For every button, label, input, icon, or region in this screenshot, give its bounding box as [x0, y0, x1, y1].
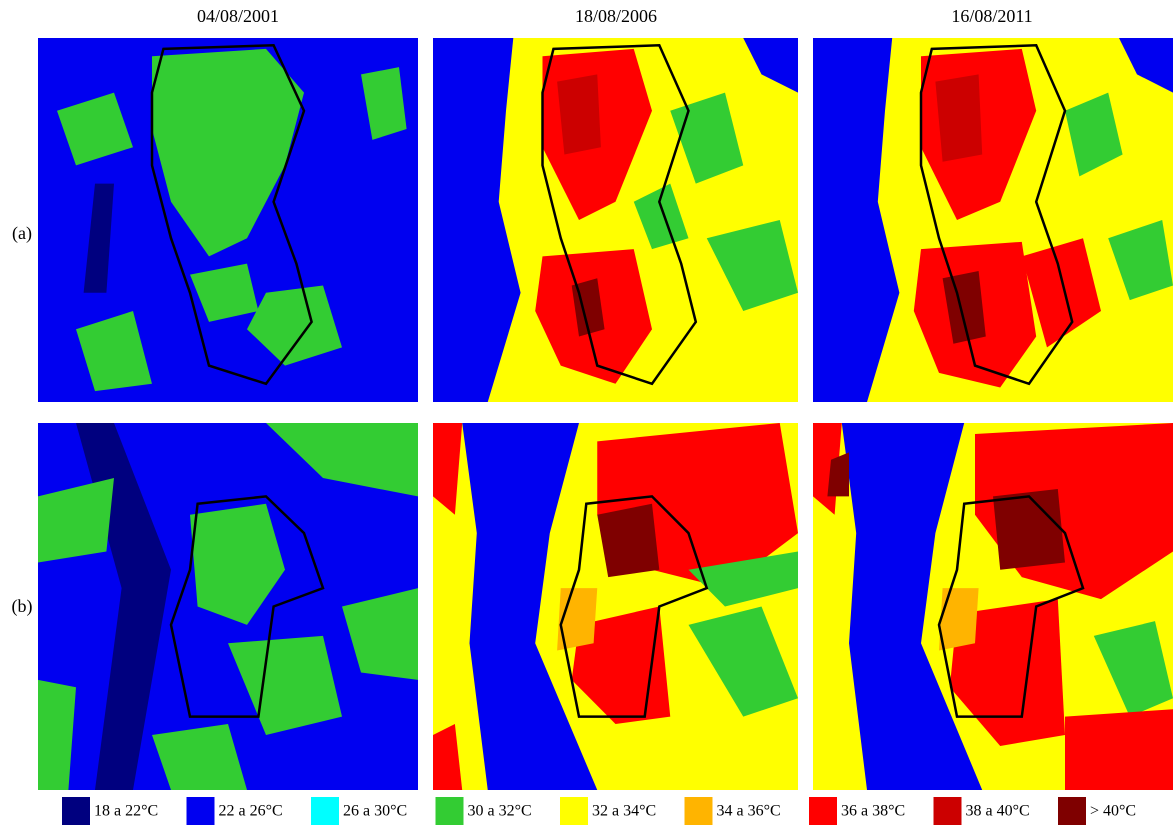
row-label: (b)	[12, 596, 33, 617]
column-title: 16/08/2011	[951, 6, 1032, 26]
legend-label: > 40°C	[1090, 803, 1136, 820]
legend-label: 34 a 36°C	[717, 803, 781, 820]
temperature-zone	[939, 588, 979, 650]
figure: 04/08/2001 18/08/2006 16/08/2011 (a) (b)…	[0, 0, 1173, 830]
legend-label: 30 a 32°C	[468, 803, 532, 820]
map-panel	[433, 38, 798, 402]
legend-label: 36 a 38°C	[841, 803, 905, 820]
legend-swatch	[809, 797, 837, 825]
legend-swatch	[934, 797, 962, 825]
legend-label: 18 a 22°C	[94, 803, 158, 820]
legend-swatch	[436, 797, 464, 825]
map-panel	[38, 38, 418, 402]
temperature-zone	[993, 489, 1065, 570]
legend-swatch	[560, 797, 588, 825]
legend-swatch	[62, 797, 90, 825]
legend-swatch	[1058, 797, 1086, 825]
column-title: 04/08/2001	[197, 6, 279, 26]
map-panel	[813, 38, 1173, 402]
legend-label: 22 a 26°C	[219, 803, 283, 820]
temperature-zone	[597, 504, 659, 577]
legend-label: 38 a 40°C	[966, 803, 1030, 820]
legend-label: 26 a 30°C	[343, 803, 407, 820]
column-title: 18/08/2006	[575, 6, 657, 26]
temperature-zone	[935, 74, 982, 161]
row-label: (a)	[12, 223, 32, 244]
legend-swatch	[311, 797, 339, 825]
map-panel	[38, 423, 418, 790]
legend-label: 32 a 34°C	[592, 803, 656, 820]
temperature-zone	[1065, 709, 1173, 790]
legend-swatch	[187, 797, 215, 825]
legend-swatch	[685, 797, 713, 825]
map-panel	[433, 423, 798, 790]
temperature-zone	[557, 74, 601, 154]
map-panel	[813, 423, 1173, 790]
